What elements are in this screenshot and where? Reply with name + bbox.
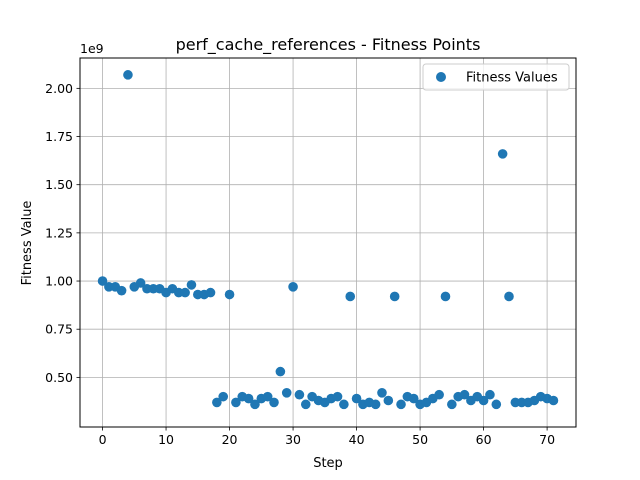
data-point	[135, 278, 146, 288]
x-axis: 0 10 20 30 40 50 60 70	[99, 427, 555, 447]
data-point	[288, 282, 298, 292]
data-point	[447, 399, 457, 410]
data-point	[186, 280, 197, 290]
data-point	[478, 395, 489, 406]
chart-title: perf_cache_references - Fitness Points	[176, 35, 481, 55]
data-point	[396, 399, 406, 410]
x-tick-label: 50	[412, 432, 428, 447]
y-axis: 0.50 0.75 1.00 1.25 1.50 1.75 2.00	[45, 81, 80, 385]
data-point	[262, 391, 273, 402]
y-axis-offset-label: 1e9	[80, 41, 104, 56]
y-tick-label: 0.50	[45, 370, 73, 385]
y-tick-label: 2.00	[45, 81, 73, 96]
y-tick-label: 0.75	[45, 322, 73, 337]
data-point	[97, 276, 108, 286]
data-point	[339, 399, 349, 410]
data-point	[243, 393, 254, 404]
data-point	[275, 366, 286, 377]
data-point	[370, 399, 381, 410]
data-point	[231, 397, 241, 408]
data-point	[205, 287, 216, 298]
data-point	[212, 397, 222, 408]
legend: Fitness Values	[422, 63, 570, 91]
data-point	[224, 289, 235, 300]
y-axis-title: Fitness Value	[20, 201, 35, 286]
data-point	[180, 287, 190, 298]
grid-lines	[80, 58, 576, 427]
data-point	[300, 399, 311, 410]
y-tick-label: 1.00	[45, 274, 73, 289]
x-tick-label: 60	[476, 432, 492, 447]
data-point	[269, 397, 279, 408]
data-point	[294, 389, 305, 400]
data-point	[389, 291, 400, 302]
data-point	[345, 291, 356, 302]
x-tick-label: 0	[99, 432, 107, 447]
y-tick-label: 1.50	[45, 177, 73, 192]
x-tick-label: 30	[285, 432, 301, 447]
data-points	[97, 70, 559, 410]
data-point	[250, 399, 260, 410]
data-point	[440, 291, 451, 302]
data-point	[218, 391, 229, 402]
data-point	[459, 389, 470, 400]
data-point	[497, 149, 508, 159]
legend-label-fitness-values: Fitness Values	[466, 71, 558, 86]
data-point	[408, 393, 419, 404]
data-point	[332, 391, 343, 402]
data-point	[485, 389, 495, 400]
legend-marker	[436, 72, 446, 82]
legend-box	[422, 63, 570, 91]
data-point	[123, 70, 133, 80]
data-point	[383, 395, 394, 406]
data-point	[281, 387, 292, 398]
data-point	[351, 393, 362, 404]
data-point	[116, 285, 127, 296]
x-tick-label: 70	[539, 432, 555, 447]
data-point	[504, 291, 514, 302]
y-tick-label: 1.75	[45, 129, 73, 144]
x-axis-title: Step	[313, 456, 343, 471]
data-point	[377, 387, 387, 398]
x-tick-label: 10	[158, 432, 174, 447]
x-tick-label: 20	[222, 432, 238, 447]
data-point	[548, 395, 559, 406]
data-point	[491, 399, 502, 410]
y-tick-label: 1.25	[45, 225, 73, 240]
x-tick-label: 40	[349, 432, 365, 447]
data-point	[434, 389, 444, 400]
plot-area-frame	[79, 57, 577, 428]
